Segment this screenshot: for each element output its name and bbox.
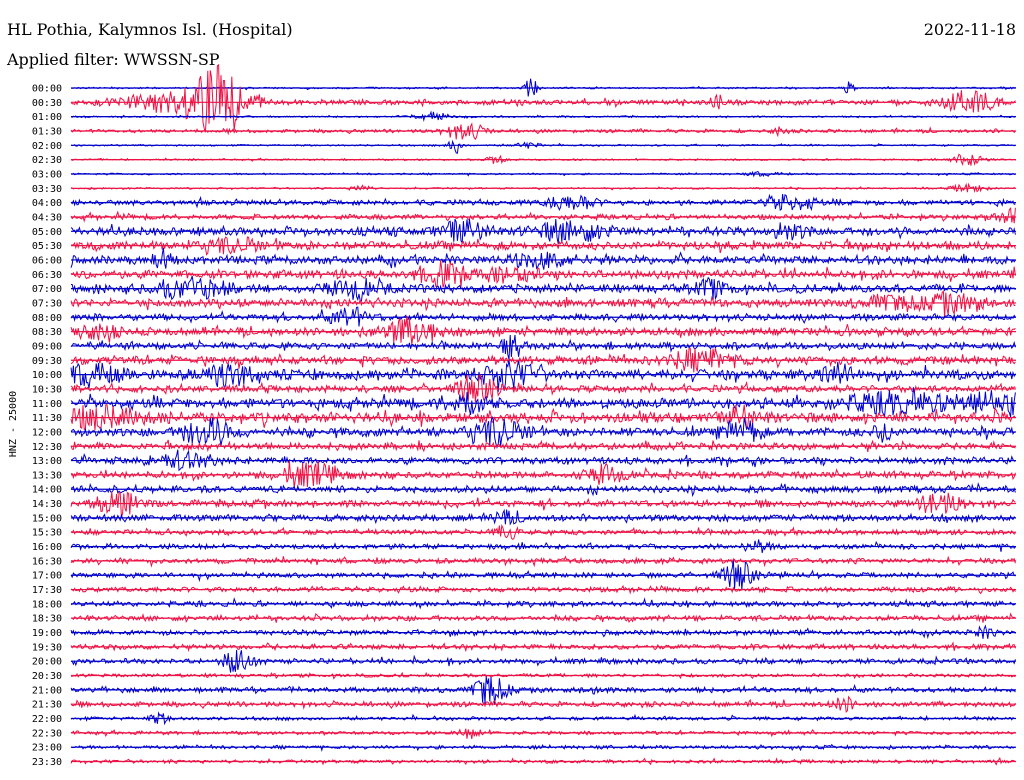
time-label-0500: 05:00 <box>32 227 62 238</box>
time-label-1700: 17:00 <box>32 571 62 582</box>
time-label-2300: 23:00 <box>32 743 62 754</box>
trace-0730 <box>70 289 1016 319</box>
time-label-1100: 11:00 <box>32 399 62 410</box>
station-title: HL Pothia, Kalymnos Isl. (Hospital) <box>7 20 293 39</box>
time-label-0030: 00:30 <box>32 98 62 109</box>
time-label-0600: 06:00 <box>32 256 62 267</box>
time-label-0300: 03:00 <box>32 170 62 181</box>
time-label-0530: 05:30 <box>32 241 62 252</box>
time-label-0900: 09:00 <box>32 341 62 352</box>
time-label-1400: 14:00 <box>32 485 62 496</box>
time-label-0400: 04:00 <box>32 198 62 209</box>
time-label-1600: 16:00 <box>32 542 62 553</box>
trace-2100 <box>70 676 1016 705</box>
time-label-1930: 19:30 <box>32 642 62 653</box>
time-label-1430: 14:30 <box>32 499 62 510</box>
trace-0600 <box>70 247 1016 270</box>
time-label-0100: 01:00 <box>32 112 62 123</box>
time-label-1830: 18:30 <box>32 614 62 625</box>
trace-group <box>70 63 1016 766</box>
time-label-group: 00:00 00:30 01:00 01:30 02:00 02:30 03:00 03:30… <box>32 84 62 769</box>
time-label-2000: 20:00 <box>32 657 62 668</box>
trace-1130 <box>70 404 1016 431</box>
time-label-1030: 10:30 <box>32 384 62 395</box>
trace-1200 <box>70 415 1016 449</box>
time-label-1300: 13:00 <box>32 456 62 467</box>
trace-0700 <box>71 275 1016 302</box>
trace-0430 <box>70 207 1016 224</box>
time-label-2030: 20:30 <box>32 671 62 682</box>
time-label-1200: 12:00 <box>32 427 62 438</box>
trace-0530 <box>70 236 1016 256</box>
time-label-1800: 18:00 <box>32 599 62 610</box>
time-label-0800: 08:00 <box>32 313 62 324</box>
time-label-1330: 13:30 <box>32 470 62 481</box>
trace-1500 <box>70 508 1016 526</box>
time-label-1000: 10:00 <box>32 370 62 381</box>
trace-0200 <box>70 139 1016 154</box>
trace-0900 <box>70 334 1016 360</box>
time-label-0230: 02:30 <box>32 155 62 166</box>
time-label-0330: 03:30 <box>32 184 62 195</box>
trace-1430 <box>70 491 1016 518</box>
trace-2230 <box>70 728 1016 739</box>
trace-0100 <box>70 110 1016 122</box>
time-label-1630: 16:30 <box>32 556 62 567</box>
trace-1100 <box>70 387 1016 419</box>
time-label-1730: 17:30 <box>32 585 62 596</box>
time-label-1130: 11:30 <box>32 413 62 424</box>
time-label-2100: 21:00 <box>32 685 62 696</box>
date-label: 2022-11-18 <box>923 20 1016 39</box>
trace-0830 <box>70 315 1016 345</box>
trace-0400 <box>70 193 1016 212</box>
time-label-0700: 07:00 <box>32 284 62 295</box>
time-label-1230: 12:30 <box>32 442 62 453</box>
channel-label: HNZ - 25000 <box>8 391 19 457</box>
trace-0030 <box>70 63 1016 133</box>
time-label-1500: 15:00 <box>32 513 62 524</box>
time-label-2200: 22:00 <box>32 714 62 725</box>
time-label-2330: 23:30 <box>32 757 62 768</box>
time-label-0730: 07:30 <box>32 298 62 309</box>
time-label-1900: 19:00 <box>32 628 62 639</box>
time-label-2130: 21:30 <box>32 700 62 711</box>
time-label-0630: 06:30 <box>32 270 62 281</box>
time-label-0930: 09:30 <box>32 356 62 367</box>
time-label-1530: 15:30 <box>32 528 62 539</box>
time-label-0000: 00:00 <box>32 84 62 95</box>
trace-0930 <box>70 347 1016 373</box>
time-label-0200: 02:00 <box>32 141 62 152</box>
trace-0130 <box>70 122 1016 141</box>
trace-1300 <box>71 449 1016 472</box>
time-label-0430: 04:30 <box>32 213 62 224</box>
filter-label: Applied filter: WWSSN-SP <box>7 50 220 69</box>
time-label-0830: 08:30 <box>32 327 62 338</box>
trace-0800 <box>70 306 1016 327</box>
time-label-0130: 01:30 <box>32 127 62 138</box>
time-label-2230: 22:30 <box>32 728 62 739</box>
